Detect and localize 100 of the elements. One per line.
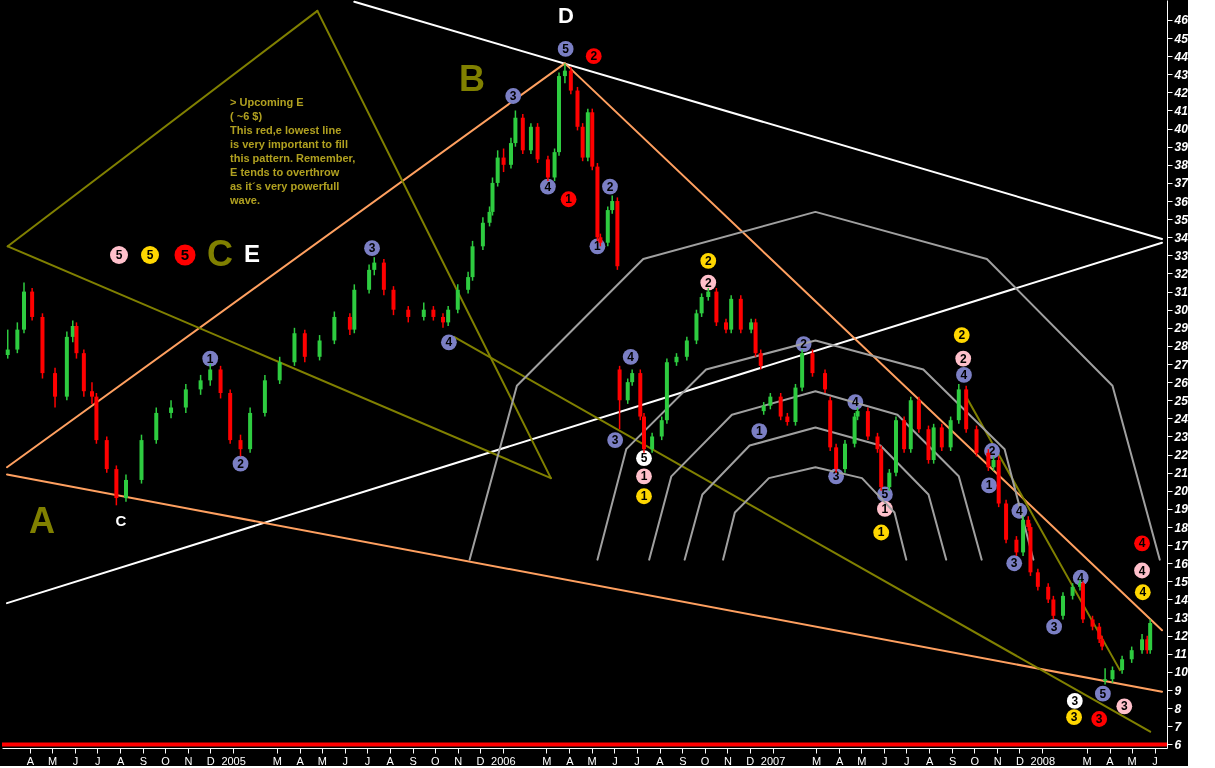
annotation: 2 [237, 456, 245, 471]
y-tick-label: 18 [1174, 520, 1189, 535]
y-tick-label: 14 [1174, 592, 1189, 607]
y-tick-label: 25 [1173, 393, 1189, 408]
annotation: 2 [704, 275, 712, 290]
annotation: 3 [509, 88, 517, 103]
x-tick-label: J [364, 754, 371, 767]
annotation: 4 [851, 395, 859, 410]
x-tick-label: J [612, 754, 618, 767]
y-tick-label: 43 [1173, 67, 1189, 82]
x-tick-label: J [634, 754, 640, 767]
y-tick-label: 23 [1173, 429, 1189, 444]
x-tick-label: A [386, 754, 395, 767]
annotation: 2 [958, 328, 966, 343]
x-tick-label: J [342, 754, 348, 767]
annotation: 1 [755, 424, 763, 439]
y-tick-label: 17 [1174, 538, 1190, 553]
y-tick-label: 28 [1173, 339, 1189, 354]
y-tick-label: 46 [1173, 13, 1189, 28]
y-tick-label: 45 [1173, 31, 1189, 46]
x-tick-label: O [431, 754, 441, 767]
y-tick-label: 27 [1173, 357, 1190, 372]
y-tick-label: 34 [1174, 230, 1189, 245]
x-tick-label: D [746, 754, 755, 767]
x-tick-label: N [184, 754, 193, 767]
annotation: 2 [800, 337, 808, 352]
y-tick-label: 6 [1174, 737, 1182, 752]
annotation: D [558, 3, 574, 28]
annotation: 3 [1120, 699, 1128, 714]
x-tick-label: O [700, 754, 710, 767]
x-tick-label: J [1152, 754, 1158, 767]
y-tick-label: 31 [1174, 285, 1189, 300]
x-tick-label: J [881, 754, 888, 767]
x-tick-label: A [26, 754, 35, 767]
x-tick-label: A [1106, 754, 1115, 767]
x-tick-label: S [409, 754, 417, 767]
y-tick-label: 42 [1173, 85, 1189, 100]
annotation: 2 [606, 179, 614, 194]
annotation: 4 [1139, 585, 1147, 600]
y-tick-label: 32 [1174, 266, 1189, 281]
annotation: 5 [562, 41, 570, 56]
y-tick-label: 13 [1174, 611, 1189, 626]
x-tick-label: A [566, 754, 575, 767]
annotation: 4 [1138, 536, 1146, 551]
y-tick-label: 37 [1174, 176, 1190, 191]
annotation: 5 [881, 487, 889, 502]
annotation: 4 [1016, 503, 1024, 518]
x-tick-label: D [206, 754, 215, 767]
y-tick-label: 39 [1174, 140, 1189, 155]
y-tick-label: 24 [1173, 411, 1189, 426]
annotation: 3 [1010, 556, 1018, 571]
x-tick-label: S [948, 754, 957, 767]
annotation: 3 [1071, 693, 1079, 708]
y-tick-label: 21 [1173, 466, 1189, 481]
annotation: 4 [960, 367, 968, 382]
annotation: 1 [985, 478, 993, 493]
x-tick-label: M [1127, 754, 1137, 767]
y-tick-label: 22 [1173, 448, 1189, 463]
y-tick-label: 44 [1173, 49, 1189, 64]
annotation: 3 [611, 433, 619, 448]
x-tick-label: M [812, 754, 822, 767]
y-tick-label: 11 [1174, 647, 1188, 662]
x-tick-label: 2008 [1030, 754, 1056, 767]
annotation: 1 [877, 525, 885, 540]
annotation: 5 [1099, 686, 1107, 701]
annotation: 3 [1095, 712, 1103, 727]
x-tick-label: M [47, 754, 58, 767]
y-tick-label: 41 [1173, 103, 1189, 118]
annotation: 2 [590, 49, 598, 64]
x-tick-label: N [993, 754, 1002, 767]
annotation: > Upcoming E ( ~6 $) This red,e lowest line is very important to fill this pattern. Remember, E tends to overthrow as it´s very powerfull wave. [229, 96, 356, 206]
annotation: C [207, 233, 233, 274]
annotation: 3 [1050, 619, 1058, 634]
annotation: 5 [146, 248, 154, 262]
x-tick-label: J [904, 754, 910, 767]
x-tick-label: M [1082, 754, 1092, 767]
y-tick-label: 10 [1174, 665, 1189, 680]
y-tick-label: 35 [1174, 212, 1189, 227]
y-tick-label: 12 [1174, 629, 1189, 644]
x-tick-label: A [835, 754, 844, 767]
x-tick-label: J [94, 754, 101, 767]
x-tick-label: M [857, 754, 867, 767]
y-tick-label: 36 [1174, 194, 1189, 209]
annotation: 3 [368, 241, 376, 256]
x-tick-label: M [272, 754, 282, 767]
x-tick-label: A [926, 754, 935, 767]
y-tick-label: 16 [1174, 556, 1189, 571]
x-tick-label: M [542, 754, 552, 767]
x-tick-label: 2005 [221, 754, 246, 767]
y-tick-label: 38 [1174, 158, 1189, 173]
x-tick-label: A [296, 754, 305, 767]
y-tick-label: 19 [1174, 502, 1189, 517]
x-tick-label: O [970, 754, 980, 767]
x-tick-label: N [724, 754, 733, 767]
annotation: 5 [640, 451, 648, 466]
annotation: 5 [180, 246, 190, 263]
x-tick-label: D [476, 754, 485, 767]
y-tick-label: 29 [1173, 321, 1189, 336]
annotation: 4 [445, 335, 453, 350]
annotation: 1 [640, 469, 648, 484]
